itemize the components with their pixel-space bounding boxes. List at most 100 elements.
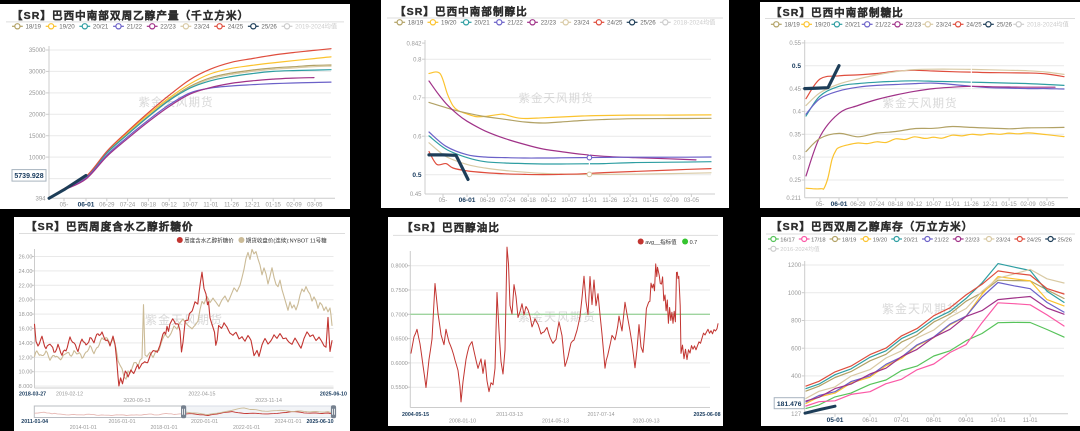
svg-text:05-: 05-: [60, 203, 69, 209]
svg-text:【SR】巴西醇油比: 【SR】巴西醇油比: [402, 221, 500, 234]
svg-text:03-05: 03-05: [307, 203, 323, 209]
svg-text:24/25: 24/25: [228, 24, 244, 31]
svg-text:2025-06-10: 2025-06-10: [306, 419, 333, 425]
svg-text:0.3: 0.3: [793, 155, 802, 161]
svg-text:11-01: 11-01: [945, 202, 961, 208]
svg-text:11-01: 11-01: [1023, 418, 1039, 424]
svg-text:23/24: 23/24: [996, 237, 1011, 243]
svg-text:24.00: 24.00: [19, 269, 33, 275]
svg-text:15000: 15000: [29, 134, 46, 140]
svg-text:12-21: 12-21: [245, 203, 261, 209]
svg-text:22/23: 22/23: [906, 22, 922, 29]
svg-text:2018-2024均值: 2018-2024均值: [1027, 21, 1069, 29]
svg-text:0.6500: 0.6500: [391, 337, 408, 343]
svg-text:24/25: 24/25: [966, 22, 982, 29]
svg-text:2020-01-01: 2020-01-01: [191, 419, 218, 425]
svg-text:800: 800: [791, 319, 802, 325]
svg-text:2024-01-01: 2024-01-01: [274, 419, 301, 425]
svg-text:0.35: 0.35: [789, 133, 801, 139]
svg-text:2020-09-13: 2020-09-13: [123, 398, 150, 404]
svg-text:35000: 35000: [29, 48, 46, 54]
svg-text:06-29: 06-29: [480, 198, 496, 204]
svg-text:【SR】巴西中南部制糖比: 【SR】巴西中南部制糖比: [771, 6, 904, 19]
svg-text:18/19: 18/19: [842, 237, 857, 243]
svg-text:10.00: 10.00: [19, 370, 33, 376]
svg-text:2022-01-01: 2022-01-01: [233, 425, 260, 431]
svg-text:2004-05-15: 2004-05-15: [402, 412, 429, 418]
svg-text:0.6: 0.6: [413, 134, 422, 140]
svg-text:19/20: 19/20: [441, 20, 457, 27]
svg-text:08-01: 08-01: [926, 418, 942, 424]
svg-text:0.5: 0.5: [792, 63, 801, 70]
svg-text:05-: 05-: [439, 198, 448, 204]
svg-text:avg__指标值: avg__指标值: [645, 238, 677, 246]
svg-text:0.45: 0.45: [789, 87, 801, 93]
svg-text:2017-07-14: 2017-07-14: [587, 412, 614, 418]
svg-text:06-01: 06-01: [78, 202, 95, 209]
svg-text:2011-03-13: 2011-03-13: [496, 412, 523, 418]
svg-text:09-12: 09-12: [907, 202, 923, 208]
svg-text:03-05: 03-05: [1039, 202, 1055, 208]
svg-text:2022-04-15: 2022-04-15: [188, 392, 215, 398]
svg-text:8.000: 8.000: [19, 384, 33, 390]
svg-text:06-01: 06-01: [831, 201, 848, 208]
svg-text:10-07: 10-07: [926, 202, 942, 208]
svg-text:22/23: 22/23: [541, 20, 557, 27]
svg-text:19/20: 19/20: [59, 24, 75, 31]
svg-text:21/22: 21/22: [934, 237, 949, 243]
svg-text:19/20: 19/20: [873, 237, 888, 243]
svg-text:09-12: 09-12: [541, 198, 557, 204]
svg-text:08-18: 08-18: [141, 203, 157, 209]
svg-text:0.5500: 0.5500: [391, 385, 408, 391]
svg-text:2020-09-13: 2020-09-13: [632, 418, 659, 424]
svg-text:03-05: 03-05: [684, 198, 700, 204]
svg-text:1000: 1000: [788, 291, 802, 297]
svg-text:06-29: 06-29: [99, 203, 115, 209]
svg-text:0.842: 0.842: [406, 41, 422, 47]
svg-text:19/20: 19/20: [815, 22, 831, 29]
svg-text:26.00: 26.00: [19, 255, 33, 261]
svg-text:21/22: 21/22: [127, 24, 143, 31]
svg-text:400: 400: [791, 374, 802, 380]
svg-text:11-01: 11-01: [582, 198, 598, 204]
svg-text:14.00: 14.00: [19, 341, 33, 347]
svg-text:1200: 1200: [788, 263, 802, 269]
svg-text:紫金天风期货: 紫金天风期货: [883, 96, 958, 110]
svg-text:127: 127: [791, 412, 802, 418]
svg-text:12-21: 12-21: [623, 198, 639, 204]
svg-text:07-24: 07-24: [869, 202, 885, 208]
svg-text:2008-01-10: 2008-01-10: [449, 418, 476, 424]
svg-text:06-01: 06-01: [862, 418, 878, 424]
svg-text:25000: 25000: [29, 91, 46, 97]
svg-text:07-01: 07-01: [894, 418, 910, 424]
svg-text:06-29: 06-29: [850, 202, 866, 208]
svg-text:20/21: 20/21: [904, 237, 919, 243]
svg-text:10000: 10000: [29, 155, 46, 161]
svg-text:18/19: 18/19: [784, 22, 800, 29]
svg-text:21/22: 21/22: [875, 22, 891, 29]
svg-text:2019-02-12: 2019-02-12: [56, 392, 83, 398]
svg-text:24/25: 24/25: [1027, 237, 1042, 243]
svg-text:05-01: 05-01: [827, 417, 844, 424]
svg-text:25/26: 25/26: [1058, 237, 1073, 243]
svg-text:0.6000: 0.6000: [391, 361, 408, 367]
svg-text:2018-03-27: 2018-03-27: [19, 392, 46, 398]
svg-text:2025-06-10: 2025-06-10: [320, 392, 347, 398]
svg-text:0.55: 0.55: [789, 41, 801, 47]
svg-text:23/24: 23/24: [936, 22, 952, 29]
svg-text:21/22: 21/22: [507, 20, 523, 27]
svg-text:09-12: 09-12: [162, 203, 178, 209]
svg-text:17/18: 17/18: [811, 237, 826, 243]
svg-text:24/25: 24/25: [607, 20, 623, 27]
svg-text:10-01: 10-01: [990, 418, 1006, 424]
svg-text:30000: 30000: [29, 70, 46, 76]
svg-text:25/26: 25/26: [640, 20, 656, 27]
svg-text:181.476: 181.476: [777, 401, 802, 408]
svg-text:18.00: 18.00: [19, 312, 33, 318]
svg-text:07-24: 07-24: [120, 203, 136, 209]
svg-text:02-09: 02-09: [286, 203, 302, 209]
svg-text:25/26: 25/26: [261, 24, 277, 31]
svg-text:18/19: 18/19: [26, 24, 42, 31]
svg-text:11-26: 11-26: [964, 202, 980, 208]
svg-text:07-24: 07-24: [500, 198, 516, 204]
